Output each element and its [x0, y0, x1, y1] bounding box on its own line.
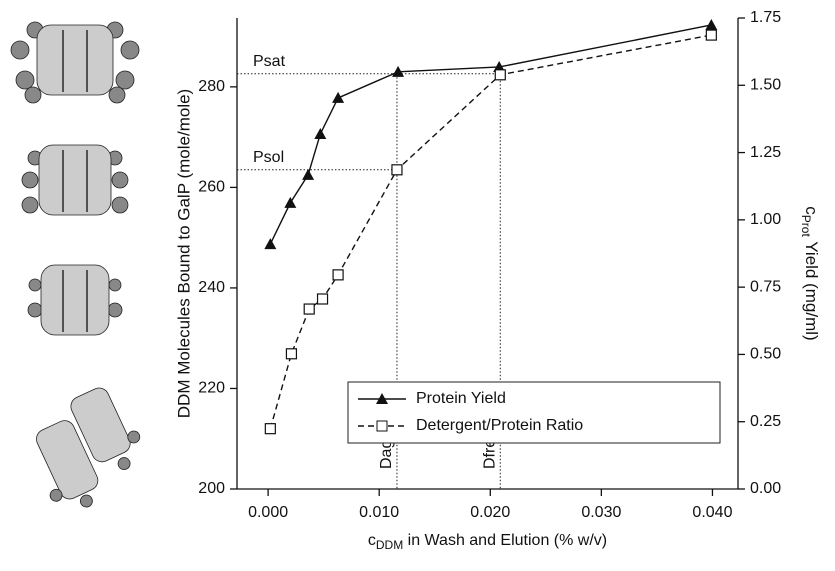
legend-box: [347, 381, 721, 444]
x-label-main: c: [368, 532, 376, 549]
annotation: Psol: [253, 149, 284, 166]
y2-label-main: c: [802, 206, 821, 215]
y2-label-sub: Prot: [799, 215, 813, 238]
x-tick-label: 0.020: [470, 504, 510, 521]
y2-tick-label: 0.25: [750, 413, 781, 430]
legend-marker: [376, 393, 388, 404]
x-tick-label: 0.010: [359, 504, 399, 521]
legend-label: Detergent/Protein Ratio: [416, 417, 583, 434]
annotation: Psat: [253, 53, 286, 70]
marker: [391, 164, 403, 176]
marker: [314, 128, 327, 140]
x-tick-label: 0.030: [581, 504, 621, 521]
legend-marker: [376, 420, 388, 432]
x-axis-label: cDDM in Wash and Elution (% w/v): [368, 532, 607, 552]
series-line: [269, 24, 712, 245]
marker: [316, 293, 329, 305]
marker: [332, 91, 345, 103]
marker: [302, 168, 315, 180]
marker: [705, 18, 718, 30]
marker: [494, 69, 506, 81]
y2-tick-label: 0.75: [750, 278, 781, 295]
protein-illustrations: [10, 21, 141, 508]
marker: [264, 238, 277, 250]
y-tick-label: 260: [198, 179, 225, 196]
marker: [303, 303, 315, 315]
x-tick-label: 0.040: [692, 504, 732, 521]
y2-tick-label: 1.00: [750, 211, 781, 228]
y-tick-label: 220: [198, 380, 225, 397]
y2-tick-label: 1.50: [750, 77, 781, 94]
y-tick-label: 240: [198, 279, 225, 296]
y-tick-label: 280: [198, 78, 225, 95]
y2-tick-label: 0.00: [750, 480, 781, 497]
x-label-rest: in Wash and Elution (% w/v): [403, 532, 607, 549]
y2-tick-label: 1.75: [750, 9, 781, 26]
y2-label-rest: Yield (mg/ml): [802, 237, 821, 341]
x-tick-label: 0.000: [248, 504, 288, 521]
plot-area: 0.000 0.010 0.020 0.030 0.040 200 220 240 260 280…: [174, 9, 820, 552]
y2-tick-label: 0.50: [750, 346, 781, 363]
marker: [332, 269, 344, 281]
x-label-sub: DDM: [376, 538, 403, 552]
y2-axis-label: cProt Yield (mg/ml): [799, 206, 821, 340]
legend-label: Protein Yield: [416, 390, 506, 407]
y-axis-label: DDM Molecules Bound to GalP (mole/mole): [174, 89, 193, 418]
y2-tick-label: 1.25: [750, 144, 781, 161]
marker: [705, 29, 717, 41]
series-line: [269, 34, 712, 429]
marker: [392, 65, 405, 77]
marker: [264, 423, 276, 435]
y-tick-label: 200: [198, 480, 225, 497]
marker: [285, 348, 298, 360]
marker: [284, 196, 297, 208]
